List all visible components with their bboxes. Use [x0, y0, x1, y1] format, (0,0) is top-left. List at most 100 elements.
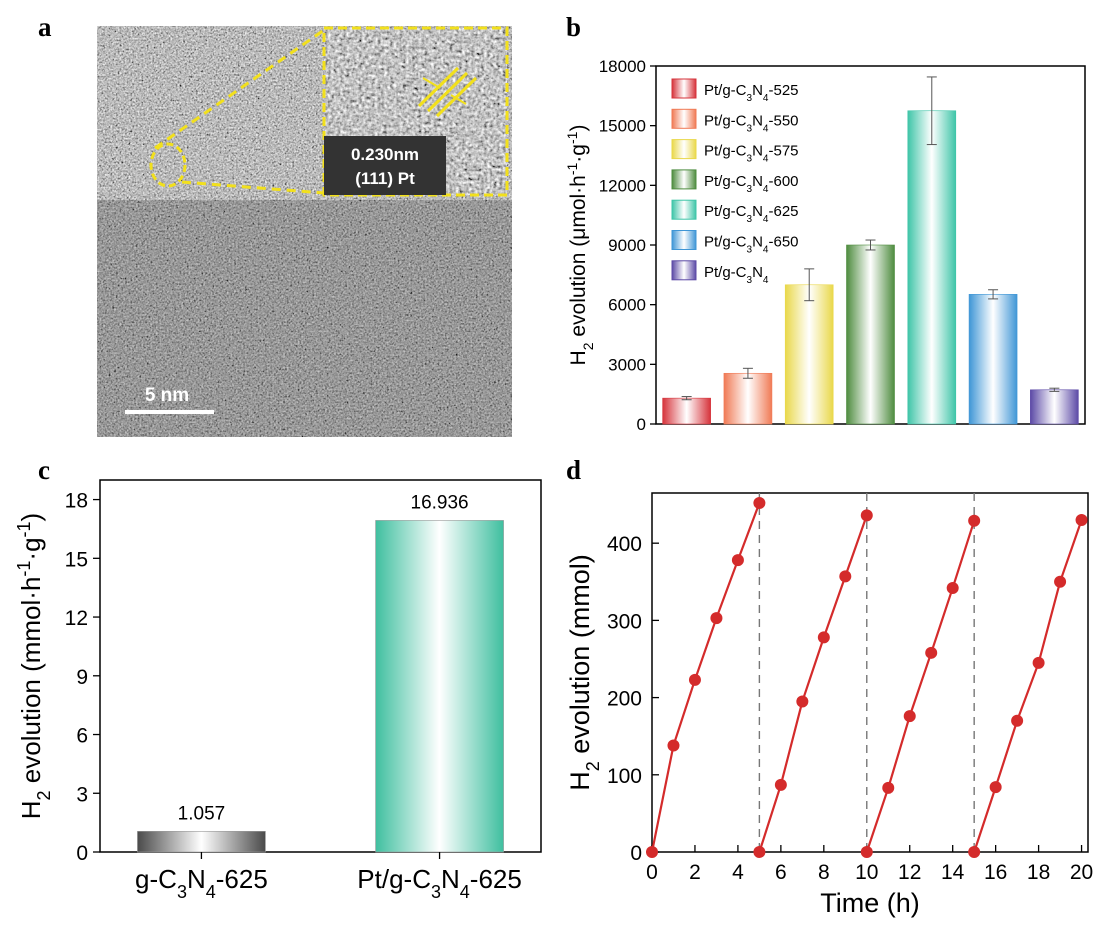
- data-point: [860, 509, 873, 522]
- data-point: [839, 570, 852, 583]
- lattice-plane-text: (111) Pt: [355, 169, 415, 188]
- bar: [907, 110, 957, 425]
- lattice-arrow: [422, 77, 441, 89]
- x-tick-label: 10: [855, 861, 878, 884]
- data-label: 1.057: [178, 803, 226, 824]
- y-tick-label: 18: [65, 490, 88, 513]
- x-tick-label: 12: [898, 861, 921, 884]
- scale-bar-label: 5 nm: [145, 385, 189, 406]
- y-tick-label: 6000: [608, 296, 646, 315]
- bar: [1030, 389, 1079, 425]
- callout-line: [154, 28, 325, 150]
- y-tick-label: 100: [607, 765, 642, 788]
- x-tick-label: 0: [646, 861, 658, 884]
- series-line: [865, 520, 976, 853]
- data-point: [796, 695, 809, 708]
- bar: [137, 831, 266, 853]
- bar: [968, 294, 1018, 425]
- lattice-fringe-line: [426, 71, 469, 113]
- legend-swatch: [671, 169, 697, 190]
- x-tick-label: Pt/g-C3N4-625: [357, 864, 522, 902]
- data-point: [989, 781, 1002, 794]
- x-tick-label: 2: [689, 861, 701, 884]
- data-point: [882, 781, 895, 794]
- legend-swatch: [671, 108, 697, 129]
- y-axis-label: H2 evolution (μmol·h-1·g-1): [564, 125, 596, 366]
- data-point: [774, 778, 787, 791]
- data-point: [860, 846, 873, 858]
- plot-frame: [99, 479, 542, 853]
- particle-highlight-ellipse: [149, 142, 187, 188]
- legend-label: Pt/g-C3N4-600: [704, 173, 799, 195]
- y-tick-label: 18000: [599, 57, 646, 76]
- y-tick-label: 9: [76, 666, 88, 689]
- x-tick-label: 20: [1070, 861, 1093, 884]
- data-point: [1032, 656, 1045, 669]
- plot-frame: [651, 492, 1089, 853]
- y-tick-label: 0: [76, 842, 88, 865]
- y-tick-label: 6: [76, 725, 88, 748]
- callout-line: [181, 180, 325, 195]
- data-point: [753, 497, 766, 510]
- data-point: [968, 846, 981, 858]
- series-line: [650, 502, 761, 853]
- data-point: [1054, 575, 1067, 588]
- data-point: [946, 581, 959, 594]
- y-tick-label: 300: [607, 610, 642, 633]
- legend-swatch: [671, 78, 697, 99]
- legend-swatch: [671, 260, 697, 281]
- y-tick-label: 12: [65, 607, 88, 630]
- x-tick-label: 16: [984, 861, 1007, 884]
- legend-label: Pt/g-C3N4-525: [704, 82, 799, 104]
- y-tick-label: 15: [65, 548, 88, 571]
- panel-label-c: c: [38, 455, 50, 485]
- data-point: [1075, 514, 1088, 527]
- series-line: [973, 519, 1083, 853]
- y-tick-label: 0: [630, 842, 642, 865]
- legend-label: Pt/g-C3N4: [704, 264, 769, 286]
- legend-label: Pt/g-C3N4-575: [704, 143, 799, 165]
- data-point: [688, 673, 701, 686]
- y-tick-label: 3: [76, 783, 88, 806]
- data-point: [753, 846, 766, 858]
- bar: [375, 520, 504, 853]
- legend-swatch: [671, 199, 697, 220]
- data-point: [646, 846, 658, 858]
- bar: [723, 372, 773, 425]
- scale-bar: [125, 410, 214, 414]
- data-point: [710, 612, 723, 625]
- y-tick-label: 400: [607, 533, 642, 556]
- x-tick-label: 6: [775, 861, 787, 884]
- panel-label-b: b: [566, 12, 582, 42]
- bar: [846, 244, 895, 425]
- x-tick-label: g-C3N4-625: [135, 864, 268, 902]
- y-axis-label: H2 evolution (mmol·h-1·g-1): [14, 513, 54, 819]
- y-tick-label: 0: [637, 415, 646, 434]
- x-tick-label: 8: [818, 861, 830, 884]
- tem-shading: [97, 200, 512, 437]
- y-tick-label: 15000: [599, 117, 646, 136]
- lattice-spacing-text: 0.230nm: [351, 145, 419, 164]
- legend-swatch: [671, 139, 697, 160]
- y-tick-label: 9000: [608, 236, 646, 255]
- series-line: [758, 515, 868, 853]
- bar: [784, 284, 834, 425]
- lattice-fringe-line: [435, 76, 478, 118]
- x-tick-label: 14: [941, 861, 965, 884]
- x-axis-label: Time (h): [820, 888, 920, 918]
- panel-label-a: a: [38, 12, 52, 42]
- bar: [662, 397, 711, 425]
- y-tick-label: 200: [607, 688, 642, 711]
- x-tick-label: 18: [1027, 861, 1050, 884]
- y-tick-label: 12000: [599, 176, 646, 195]
- y-axis-label: H2 evolution (mmol): [565, 554, 603, 791]
- panel-label-d: d: [566, 455, 582, 485]
- lattice-arrow: [450, 94, 467, 105]
- chart-b: 0 3000 6000 9000 12000 15000 18000 H2 evolution…: [564, 57, 1086, 434]
- tem-image: 0.230nm (111) Pt 5 nm: [97, 26, 512, 437]
- legend-label: Pt/g-C3N4-550: [704, 112, 799, 134]
- chart-c: 0 3 6 9 12 15 18 H2 evolution (mmol·h-1·g-1) 1.0…: [14, 479, 542, 902]
- legend-swatch: [671, 230, 697, 250]
